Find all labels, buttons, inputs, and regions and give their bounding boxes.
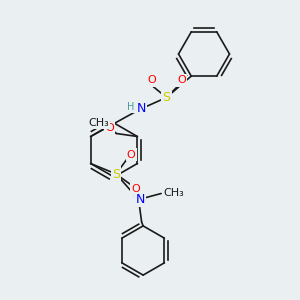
Text: O: O	[177, 75, 186, 85]
Text: O: O	[127, 149, 136, 160]
Text: CH₃: CH₃	[163, 188, 184, 199]
Text: O: O	[105, 123, 114, 133]
Text: H: H	[128, 102, 135, 112]
Text: S: S	[163, 91, 170, 104]
Text: CH₃: CH₃	[88, 118, 109, 128]
Text: N: N	[136, 101, 146, 115]
Text: O: O	[147, 75, 156, 85]
Text: N: N	[135, 193, 145, 206]
Text: S: S	[112, 167, 120, 181]
Text: O: O	[131, 184, 140, 194]
